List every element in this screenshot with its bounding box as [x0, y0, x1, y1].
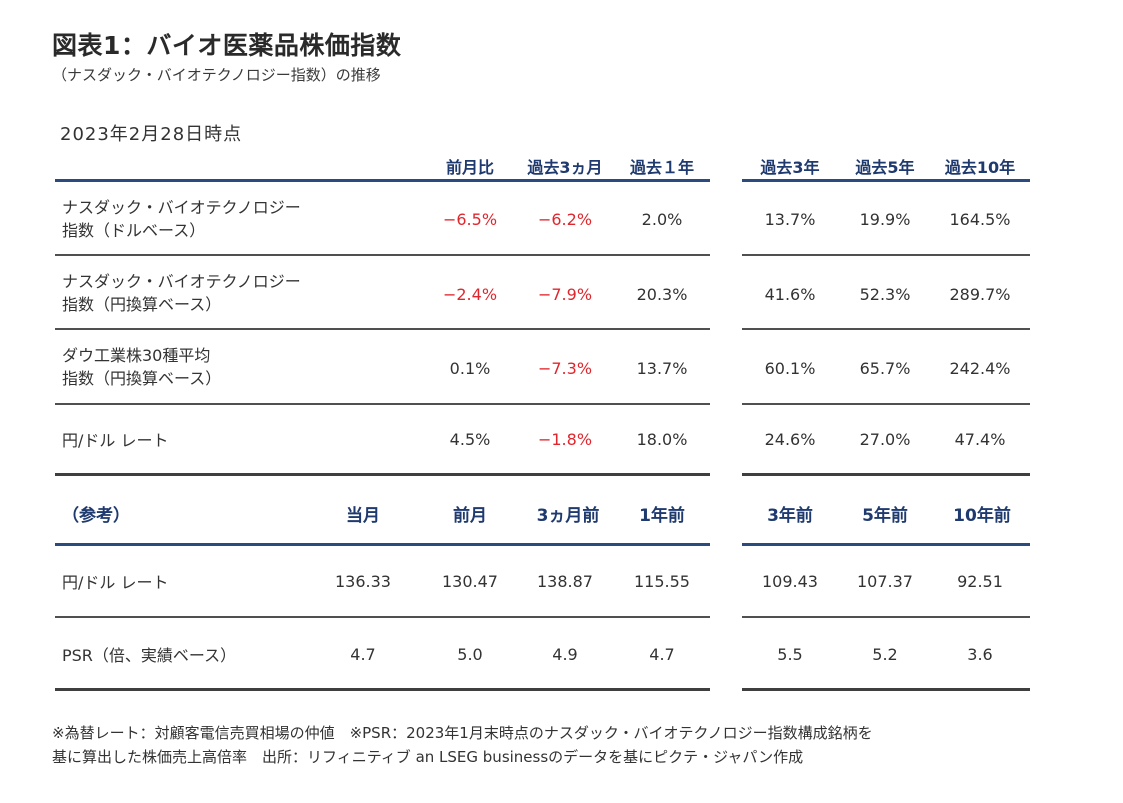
- ref-header-rule-right: [742, 543, 1030, 546]
- row-label: PSR（倍、実績ベース）: [62, 646, 237, 665]
- table-cell: 289.7%: [949, 285, 1011, 304]
- table-cell: 130.47: [442, 572, 498, 591]
- row-label: ダウ工業株30種平均 指数（円換算ベース）: [62, 346, 222, 388]
- ref-col-header: 前月: [453, 506, 487, 526]
- table-cell: 5.2: [872, 645, 898, 664]
- header-rule-left: [55, 179, 710, 182]
- table-cell: 4.5%: [449, 430, 491, 449]
- row-divider: [742, 616, 1030, 618]
- table-cell: 109.43: [762, 572, 818, 591]
- table-cell: 5.0: [457, 645, 483, 664]
- table-cell: −7.9%: [537, 285, 593, 304]
- table-cell: 3.6: [967, 645, 993, 664]
- row-divider: [55, 616, 710, 618]
- row-divider: [55, 328, 710, 330]
- ref-col-header: 当月: [346, 506, 380, 526]
- row-label: 円/ドル レート: [62, 431, 169, 450]
- table-cell: −2.4%: [442, 285, 498, 304]
- table-cell: 138.87: [537, 572, 593, 591]
- table-cell: −7.3%: [537, 359, 593, 378]
- table-cell: 65.7%: [859, 359, 911, 378]
- table-cell: 4.9: [552, 645, 578, 664]
- table-cell: −6.2%: [537, 210, 593, 229]
- col-header-3y: 過去3年: [760, 158, 820, 177]
- table-cell: 19.9%: [859, 210, 911, 229]
- section-divider: [55, 473, 710, 476]
- table-bottom-rule: [742, 688, 1030, 691]
- table-cell: 107.37: [857, 572, 913, 591]
- ref-col-header: 1年前: [639, 506, 685, 526]
- table-cell: 2.0%: [641, 210, 683, 229]
- table-cell: 92.51: [957, 572, 1003, 591]
- figure-subtitle: （ナスダック・バイオテクノロジー指数）の推移: [52, 66, 381, 84]
- ref-col-header: 3ヵ月前: [536, 506, 600, 526]
- table-cell: 242.4%: [949, 359, 1011, 378]
- row-divider: [742, 328, 1030, 330]
- header-rule-right: [742, 179, 1030, 182]
- table-cell: 136.33: [335, 572, 391, 591]
- footnote-line-1: ※為替レート：対顧客電信売買相場の仲値 ※PSR：2023年1月末時点のナスダッ…: [52, 724, 873, 742]
- row-divider: [55, 254, 710, 256]
- col-header-1y: 過去１年: [629, 158, 694, 177]
- table-bottom-rule: [55, 688, 710, 691]
- table-cell: 52.3%: [859, 285, 911, 304]
- row-divider: [55, 403, 710, 405]
- ref-col-header: 10年前: [953, 506, 1011, 526]
- table-cell: 4.7: [649, 645, 675, 664]
- table-cell: 41.6%: [764, 285, 816, 304]
- row-divider: [742, 403, 1030, 405]
- row-label: 円/ドル レート: [62, 573, 169, 592]
- row-label: ナスダック・バイオテクノロジー 指数（円換算ベース）: [62, 272, 301, 314]
- row-divider: [742, 254, 1030, 256]
- table-cell: 47.4%: [954, 430, 1006, 449]
- col-header-10y: 過去10年: [944, 158, 1016, 177]
- table-cell: 4.7: [350, 645, 376, 664]
- ref-col-header: 3年前: [767, 506, 813, 526]
- row-label: ナスダック・バイオテクノロジー 指数（ドルベース）: [62, 198, 301, 240]
- table-cell: 13.7%: [764, 210, 816, 229]
- as-of-date: 2023年2月28日時点: [60, 124, 243, 145]
- section-divider: [742, 473, 1030, 476]
- col-header-mom: 前月比: [445, 158, 494, 177]
- col-header-5y: 過去5年: [855, 158, 915, 177]
- table-cell: 20.3%: [636, 285, 688, 304]
- table-cell: 27.0%: [859, 430, 911, 449]
- ref-header-rule-left: [55, 543, 710, 546]
- footnote-line-2: 基に算出した株価売上高倍率 出所：リフィニティブ an LSEG busines…: [52, 748, 804, 766]
- table-cell: 13.7%: [636, 359, 688, 378]
- table-cell: −6.5%: [442, 210, 498, 229]
- table-cell: 18.0%: [636, 430, 688, 449]
- table-cell: 164.5%: [949, 210, 1011, 229]
- table-cell: 115.55: [634, 572, 690, 591]
- table-cell: 5.5: [777, 645, 803, 664]
- col-header-3m: 過去3ヵ月: [527, 158, 603, 177]
- figure-title: 図表1：バイオ医薬品株価指数: [52, 31, 402, 60]
- table-cell: 0.1%: [449, 359, 491, 378]
- table-cell: 24.6%: [764, 430, 816, 449]
- table-cell: 60.1%: [764, 359, 816, 378]
- table-cell: −1.8%: [537, 430, 593, 449]
- reference-label: （参考）: [62, 506, 130, 526]
- ref-col-header: 5年前: [862, 506, 908, 526]
